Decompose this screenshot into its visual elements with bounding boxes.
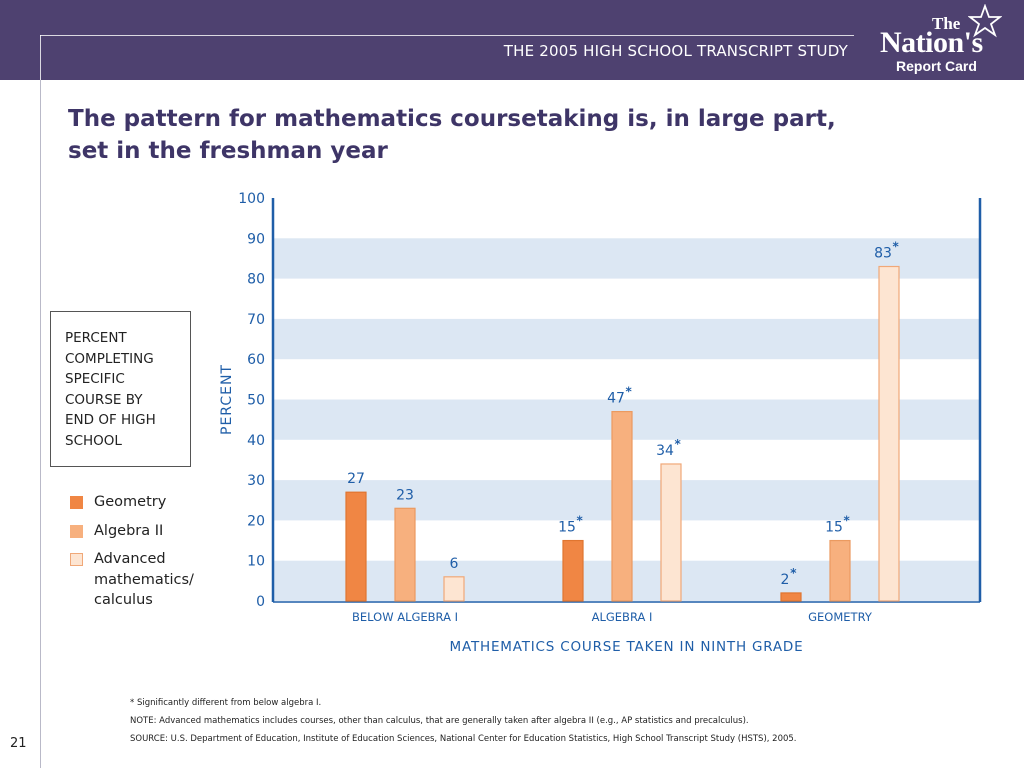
data-label: 2	[781, 572, 790, 588]
footnote-source: SOURCE: U.S. Department of Education, In…	[130, 734, 797, 744]
x-tick-label: ALGEBRA I	[592, 610, 653, 624]
y-tick-label: 0	[256, 594, 265, 610]
bar	[345, 491, 367, 602]
box-label-line: COMPLETING	[65, 350, 154, 367]
nations-report-card-logo: The Nation's Report Card	[876, 4, 1016, 76]
bar	[660, 463, 682, 602]
legend-item-algebra-ii: Algebra II	[68, 521, 218, 542]
bar	[611, 410, 633, 602]
y-tick-label: 30	[247, 473, 265, 489]
legend-label-line: calculus	[94, 592, 153, 608]
data-label: 27	[347, 471, 365, 487]
legend-label-line: mathematics/	[94, 571, 194, 588]
box-label-line: END OF HIGH	[65, 412, 156, 428]
data-label: 23	[396, 487, 414, 503]
legend-swatch-advanced-math	[70, 553, 83, 566]
significance-marker: *	[577, 514, 584, 528]
y-axis-label: PERCENT	[219, 364, 235, 435]
data-label: 47	[607, 391, 625, 407]
y-tick-label: 80	[247, 272, 265, 288]
box-label-line: PERCENT	[65, 330, 127, 346]
legend-swatch-algebra-ii	[70, 524, 83, 538]
slide-title: The pattern for mathematics coursetaking…	[68, 103, 888, 167]
bar	[562, 539, 584, 602]
legend-item-advanced-math: Advanced mathematics/ calculus	[68, 549, 218, 611]
chart-legend: Geometry Algebra II Advanced mathematics…	[68, 492, 218, 619]
logo-text-report-card: Report Card	[896, 58, 977, 74]
box-label-line: COURSE BY	[65, 391, 143, 408]
y-tick-label: 20	[247, 513, 265, 529]
logo-text-nations: Nation's	[880, 26, 983, 59]
box-label-line: SPECIFIC	[65, 371, 125, 387]
significance-marker: *	[844, 514, 851, 528]
y-tick-label: 60	[247, 352, 265, 368]
y-tick-label: 10	[247, 554, 265, 570]
footnote-note: NOTE: Advanced mathematics includes cour…	[130, 716, 749, 726]
data-label: 15	[558, 520, 576, 536]
data-label: 34	[656, 443, 674, 459]
data-label: 15	[825, 520, 843, 536]
header-bar	[0, 0, 1024, 80]
significance-marker: *	[893, 240, 900, 254]
bar	[878, 265, 900, 602]
grid-band	[273, 318, 980, 360]
header-subtitle: THE 2005 HIGH SCHOOL TRANSCRIPT STUDY	[503, 42, 848, 60]
left-margin-rule	[40, 80, 41, 768]
header-rule-vertical	[40, 35, 41, 80]
legend-swatch-geometry	[70, 496, 83, 509]
legend-item-geometry: Geometry	[68, 492, 218, 513]
legend-label: Geometry	[94, 494, 167, 510]
percent-description-box: PERCENT COMPLETING SPECIFIC COURSE BY EN…	[50, 311, 191, 467]
data-label: 83	[874, 246, 892, 262]
bar	[394, 507, 416, 602]
grid-band	[273, 238, 980, 279]
header-rule	[40, 35, 854, 36]
page-number: 21	[10, 736, 27, 751]
bar	[443, 576, 465, 602]
footnotes: * Significantly different from below alg…	[130, 698, 1000, 752]
legend-label: Algebra II	[94, 522, 164, 539]
footnote-significance: * Significantly different from below alg…	[130, 698, 322, 708]
star-icon	[968, 4, 1002, 38]
significance-marker: *	[675, 437, 682, 451]
y-tick-label: 100	[238, 191, 265, 207]
data-label: 6	[450, 556, 459, 572]
y-tick-label: 40	[247, 433, 265, 449]
significance-marker: *	[626, 385, 633, 399]
significance-marker: *	[790, 566, 797, 580]
y-tick-label: 70	[247, 312, 265, 328]
legend-label-line: Advanced	[94, 551, 166, 567]
x-tick-label: GEOMETRY	[808, 610, 873, 624]
y-tick-label: 90	[247, 231, 265, 247]
x-tick-label: BELOW ALGEBRA I	[352, 610, 458, 624]
y-tick-label: 50	[247, 393, 265, 409]
logo-text-the: The	[932, 14, 961, 33]
x-axis-label: MATHEMATICS COURSE TAKEN IN NINTH GRADE	[450, 639, 804, 655]
bar	[829, 539, 851, 602]
box-label-line: SCHOOL	[65, 432, 122, 449]
slide-title-line-2: set in the freshman year	[68, 138, 388, 164]
bar	[780, 592, 802, 602]
slide-title-line-1: The pattern for mathematics coursetaking…	[68, 106, 836, 132]
